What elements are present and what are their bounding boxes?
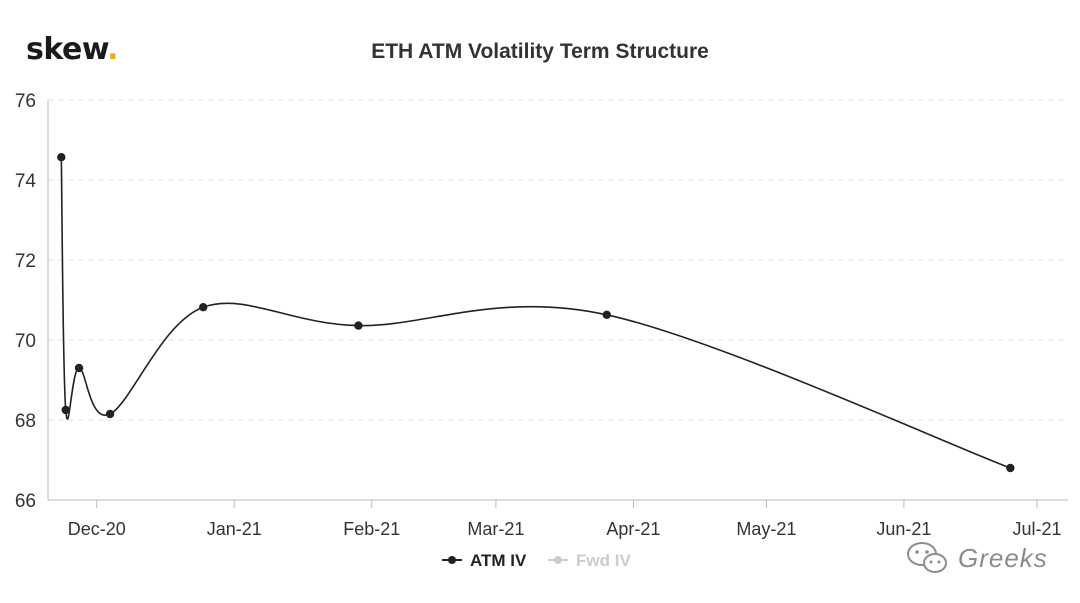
y-tick-label: 66: [15, 491, 36, 512]
brand-dot: .: [107, 32, 119, 67]
y-tick-label: 70: [15, 331, 36, 352]
watermark: Greeks: [906, 541, 1048, 575]
x-tick-label: Dec-20: [68, 519, 126, 539]
brand-name: skew: [26, 32, 108, 67]
y-tick-label: 72: [15, 251, 36, 272]
x-tick-label: May-21: [736, 519, 796, 539]
x-tick-label: Jun-21: [876, 519, 931, 539]
legend-label: Fwd IV: [576, 551, 631, 570]
data-point: [1006, 463, 1015, 473]
skew-logo: skew.: [26, 32, 119, 67]
data-point: [74, 363, 84, 373]
y-tick-label: 76: [15, 91, 36, 112]
legend-marker: [554, 556, 562, 564]
series-line-atm-iv: [60, 157, 1011, 469]
x-tick-label: Jan-21: [207, 519, 262, 539]
data-point: [61, 405, 70, 415]
legend-label: ATM IV: [470, 551, 527, 570]
legend-marker: [448, 556, 456, 564]
wechat-icon: [906, 541, 950, 575]
data-point: [105, 409, 115, 419]
x-tick-label: Feb-21: [343, 519, 400, 539]
data-point: [199, 303, 208, 312]
chart-title: ETH ATM Volatility Term Structure: [371, 40, 709, 63]
x-tick-label: Apr-21: [606, 519, 660, 539]
x-tick-label: Mar-21: [467, 519, 524, 539]
y-tick-label: 74: [15, 171, 37, 192]
watermark-text: Greeks: [958, 542, 1048, 573]
data-point: [354, 321, 363, 330]
x-tick-label: Jul-21: [1012, 519, 1061, 539]
y-tick-label: 68: [15, 411, 36, 432]
data-point: [57, 153, 66, 162]
data-point: [602, 310, 611, 319]
